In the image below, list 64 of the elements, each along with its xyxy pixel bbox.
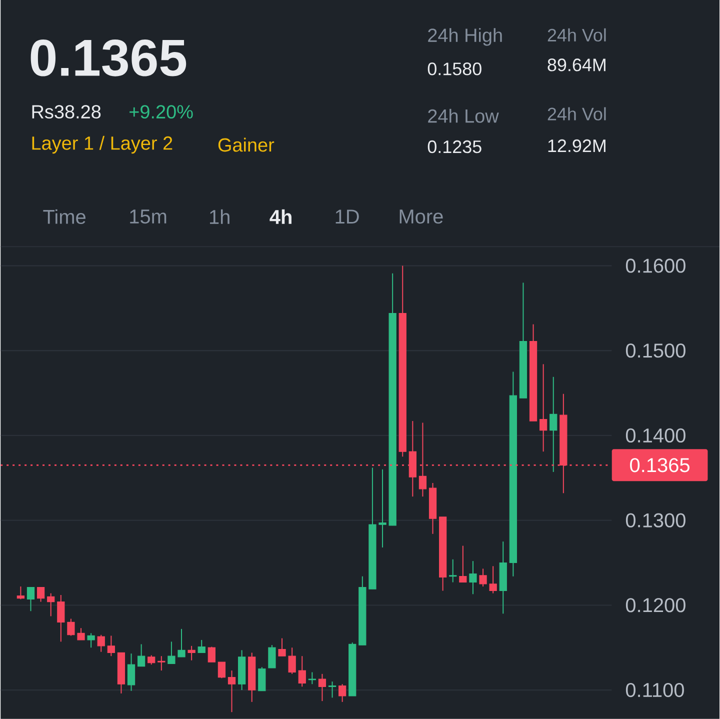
candlestick (469, 560, 477, 595)
text: 24h Vol (548, 107, 606, 120)
text: More (400, 210, 443, 224)
text: Gainer (218, 138, 274, 152)
text: 24h Vol (548, 28, 606, 42)
y-tick-label: 0.1600 (626, 258, 686, 273)
y-tick-label: 0.1500 (626, 344, 686, 358)
text: 0.1580 (428, 62, 482, 76)
candlestick (288, 647, 296, 674)
candlestick (540, 364, 548, 452)
candlestick (188, 645, 196, 661)
candlestick (26, 586, 35, 612)
candlestick (308, 672, 316, 685)
text: 0.1235 (428, 140, 482, 154)
candlestick (208, 646, 216, 663)
text: 24h High (428, 28, 502, 46)
y-tick-label: 0.1400 (626, 428, 686, 443)
text: +9.20% (130, 105, 193, 119)
candlestick (378, 468, 386, 548)
text: 1h (210, 209, 230, 224)
text: 15m (130, 210, 166, 224)
y-tick-label: 0.1300 (626, 513, 686, 528)
text: 12.92M (548, 139, 606, 152)
text: Layer 1 / Layer 2 (32, 136, 172, 154)
candlestick (228, 670, 236, 713)
candlestick (479, 568, 487, 588)
chart-title: 0.1365 (30, 40, 186, 76)
candlestick (77, 628, 85, 641)
y-tick-label: 0.1200 (626, 598, 686, 612)
text: 4h (270, 209, 292, 224)
candlestick (67, 618, 75, 636)
candlestick (298, 656, 306, 688)
candlestick (178, 628, 186, 658)
candlestick (328, 681, 336, 698)
candlestick (87, 632, 95, 648)
candlestick (278, 638, 286, 657)
candlestick (137, 644, 146, 667)
text: 1D (336, 210, 359, 224)
candlestick (127, 653, 136, 692)
candlestick (97, 634, 105, 652)
y-tick-label: 0.1100 (626, 683, 684, 698)
candlestick (449, 558, 457, 583)
text: Rs38.28 (32, 105, 101, 119)
candlestick (338, 684, 346, 702)
candlestick (218, 662, 226, 679)
text: Time (43, 209, 86, 224)
candlestick (459, 545, 467, 583)
text: 24h Low (428, 108, 499, 123)
candlestick (158, 656, 166, 672)
candlestick (268, 644, 276, 669)
candlestick (318, 673, 326, 702)
candlestick (168, 641, 176, 664)
candlestick (489, 566, 497, 594)
candlestick (198, 640, 206, 654)
ref-line-label: 0.1365 (630, 458, 690, 472)
text: 89.64M (548, 58, 606, 72)
candlestick (16, 586, 25, 600)
candlestick (258, 666, 266, 692)
candlestick (57, 594, 65, 642)
candlestick (550, 376, 558, 472)
candlestick (148, 654, 156, 666)
candlestick (107, 635, 115, 657)
candlestick (47, 592, 55, 617)
candlestick (36, 586, 45, 602)
